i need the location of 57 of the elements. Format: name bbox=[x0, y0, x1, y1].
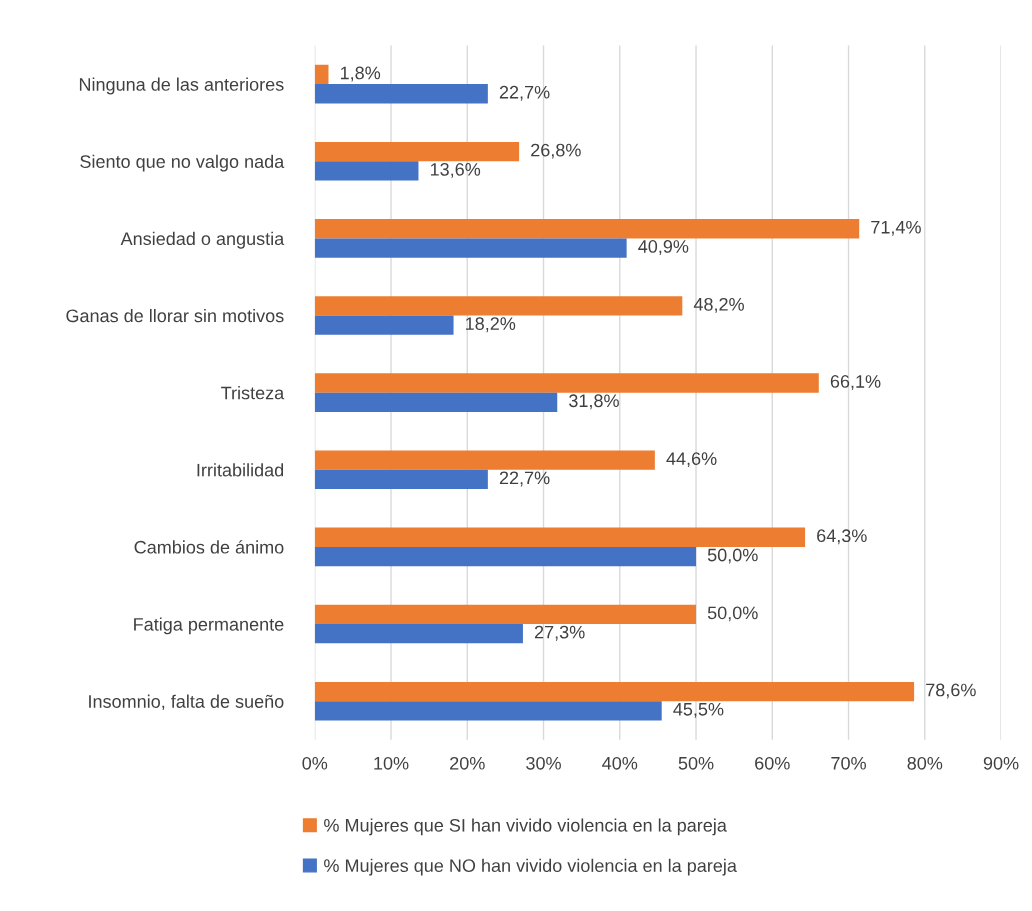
x-tick-label: 20% bbox=[450, 756, 485, 770]
bar bbox=[314, 392, 558, 412]
y-tick-label: Ganas de llorar sin motivos bbox=[66, 308, 284, 323]
legend-label: % Mujeres que SI han vivido violencia en la pareja bbox=[324, 818, 727, 836]
data-label: 13,6% bbox=[430, 162, 481, 178]
bar bbox=[314, 315, 454, 335]
x-tick-label: 30% bbox=[526, 756, 561, 770]
y-tick-label: Fatiga permanente bbox=[134, 617, 284, 635]
bar bbox=[314, 469, 488, 490]
data-label: 50,0% bbox=[707, 606, 758, 622]
x-tick-label: 40% bbox=[602, 756, 638, 770]
data-label: 18,2% bbox=[466, 317, 516, 333]
data-label: 48,2% bbox=[693, 297, 744, 313]
data-label: 45,5% bbox=[673, 702, 724, 718]
x-tick-label: 50% bbox=[678, 756, 714, 770]
data-label: 26,8% bbox=[531, 143, 581, 159]
bar bbox=[314, 84, 488, 104]
data-label: 64,3% bbox=[817, 529, 867, 545]
y-tick-label: Cambios de ánimo bbox=[134, 540, 284, 554]
bar bbox=[314, 238, 627, 258]
bar bbox=[314, 624, 523, 644]
y-tick-label: Siento que no valgo nada bbox=[80, 154, 285, 172]
bar bbox=[314, 373, 819, 393]
data-label: 40,9% bbox=[638, 240, 689, 255]
data-label: 50,0% bbox=[707, 548, 758, 564]
bar bbox=[314, 546, 697, 567]
x-tick-label: 60% bbox=[755, 756, 790, 770]
x-tick-label: 80% bbox=[907, 756, 943, 770]
data-label: 71,4% bbox=[871, 220, 921, 236]
legend-label: % Mujeres que NO han vivido violencia en la pareja bbox=[324, 858, 737, 876]
y-tick-label: Tristeza bbox=[221, 386, 285, 400]
data-label: 78,6% bbox=[926, 683, 976, 699]
data-label: 44,6% bbox=[666, 452, 717, 468]
x-tick-label: 10% bbox=[374, 756, 409, 770]
bar bbox=[314, 604, 697, 625]
data-label: 1,8% bbox=[340, 66, 381, 82]
bar bbox=[314, 161, 419, 181]
y-tick-label: Ansiedad o angustia bbox=[120, 231, 285, 249]
x-tick-label: 0% bbox=[302, 756, 328, 770]
data-label: 22,7% bbox=[499, 85, 550, 101]
data-label: 27,3% bbox=[534, 625, 585, 641]
bar bbox=[314, 141, 520, 162]
data-label: 31,8% bbox=[569, 394, 619, 410]
x-tick-label: 90% bbox=[983, 756, 1019, 770]
bar bbox=[314, 527, 806, 547]
data-label: 22,7% bbox=[499, 471, 550, 487]
bar bbox=[314, 64, 329, 85]
bar bbox=[314, 219, 860, 239]
bar bbox=[314, 701, 662, 721]
x-tick-label: 70% bbox=[831, 756, 866, 770]
bar bbox=[314, 681, 915, 702]
data-label: 66,1% bbox=[830, 375, 881, 390]
y-tick-label: Irritabilidad bbox=[197, 463, 284, 477]
bar bbox=[314, 450, 655, 470]
y-tick-label: Insomnio, falta de sueño bbox=[89, 694, 284, 711]
bar bbox=[314, 296, 683, 316]
y-tick-label: Ninguna de las anteriores bbox=[79, 77, 284, 95]
